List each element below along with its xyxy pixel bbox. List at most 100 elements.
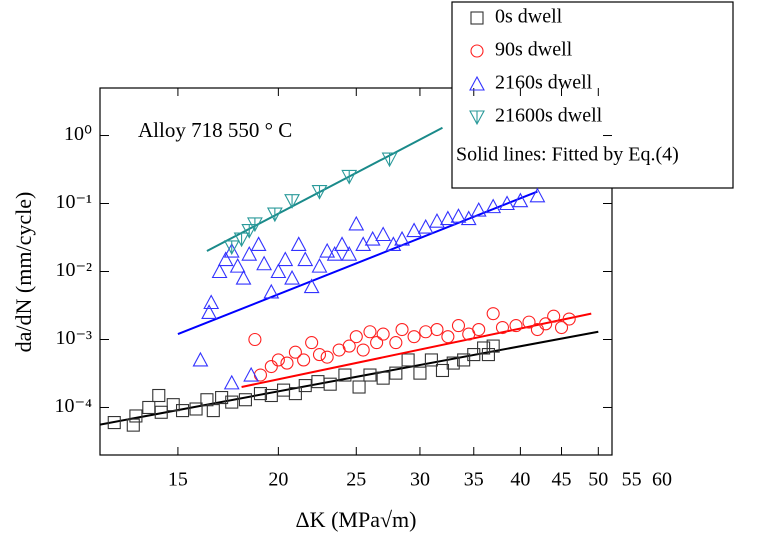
x-tick-label: 40 [510,469,530,491]
marker-square [215,390,229,405]
marker-square [389,366,403,380]
legend-note: Solid lines: Fitted by Eq.(4) [456,144,679,166]
marker-circle [389,336,403,350]
marker-triangle [417,218,434,234]
marker-circle [470,44,484,58]
y-tick-label: 10⁻³ [55,327,92,349]
marker-triangle [460,210,477,226]
marker-tri-down [341,169,358,185]
marker-triangle [290,236,307,251]
marker-circle [472,323,486,337]
x-tick-label: 45 [552,469,572,491]
marker-triangle [499,195,515,211]
marker-circle [312,348,327,362]
marker-square [323,377,337,391]
marker-triangle [429,213,445,228]
marker-triangle [223,374,240,390]
marker-circle [562,312,576,326]
marker-tri-down [241,224,258,239]
y-axis-label: da/dN (mm/cycle) [11,192,36,353]
marker-triangle [250,236,267,251]
fit-line [241,312,592,388]
marker-circle [280,356,294,370]
marker-square [253,387,268,401]
marker-tri-down [233,232,250,248]
marker-circle [509,319,523,333]
marker-square [206,404,220,418]
marker-square [311,375,325,389]
legend-label: 21600s dwell [495,105,603,127]
x-tick-label: 15 [168,469,188,491]
marker-triangle [263,283,280,299]
marker-square [481,348,495,362]
marker-square [189,402,203,416]
marker-square [338,368,352,382]
marker-square [470,11,484,25]
marker-square [152,388,166,403]
marker-triangle [277,251,294,267]
marker-triangle [348,215,365,231]
marker-circle [430,323,444,337]
marker-circle [253,368,268,382]
marker-tri-down [266,207,283,223]
marker-triangle [270,263,287,279]
marker-square [142,400,156,415]
marker-triangle [217,251,234,267]
marker-square [446,356,460,370]
marker-circle [370,336,384,350]
x-tick-label: 35 [464,469,484,491]
marker-circle [547,309,561,323]
legend-label: 0s dwell [495,6,563,28]
marker-circle [522,315,536,329]
marker-circle [486,307,500,321]
marker-square [457,353,471,367]
marker-square [376,371,390,385]
marker-circle [264,359,278,374]
marker-triangle [375,226,392,242]
marker-square [288,387,302,401]
marker-square [363,368,377,382]
marker-square [424,353,438,367]
marker-square [413,366,427,380]
marker-square [401,353,415,367]
marker-square [175,404,190,418]
y-tick-label: 10⁰ [64,123,92,145]
marker-triangle [334,236,350,251]
fit-line [99,330,599,426]
x-tick-label: 20 [268,469,288,491]
marker-triangle [406,222,422,238]
marker-triangle [203,294,220,310]
x-tick-label: 25 [346,469,366,491]
marker-circle [363,325,377,339]
marker-circle [376,327,390,341]
x-tick-label: 55 [622,469,642,491]
marker-square [126,418,140,432]
marker-triangle [211,263,228,279]
marker-circle [248,332,262,347]
marker-circle [395,323,409,337]
marker-triangle [223,242,240,258]
marker-square [225,395,239,409]
marker-tri-down [311,184,328,200]
y-tick-label: 10⁻² [55,259,92,281]
marker-square [477,341,491,355]
marker-triangle [284,269,300,285]
marker-square [154,405,168,419]
marker-square [238,393,252,407]
marker-triangle [201,304,217,319]
marker-circle [539,317,553,331]
marker-tri-down [223,240,240,256]
marker-square [298,379,312,393]
marker-tri-down [284,194,300,209]
marker-triangle [243,366,260,382]
x-tick-label: 30 [410,469,430,491]
marker-circle [419,325,433,339]
marker-triangle [439,210,456,226]
marker-triangle [319,242,336,258]
marker-triangle [326,245,343,261]
marker-tri-down [469,110,485,126]
marker-square [467,348,481,362]
x-tick-label: 60 [652,469,672,491]
marker-triangle [469,75,485,91]
